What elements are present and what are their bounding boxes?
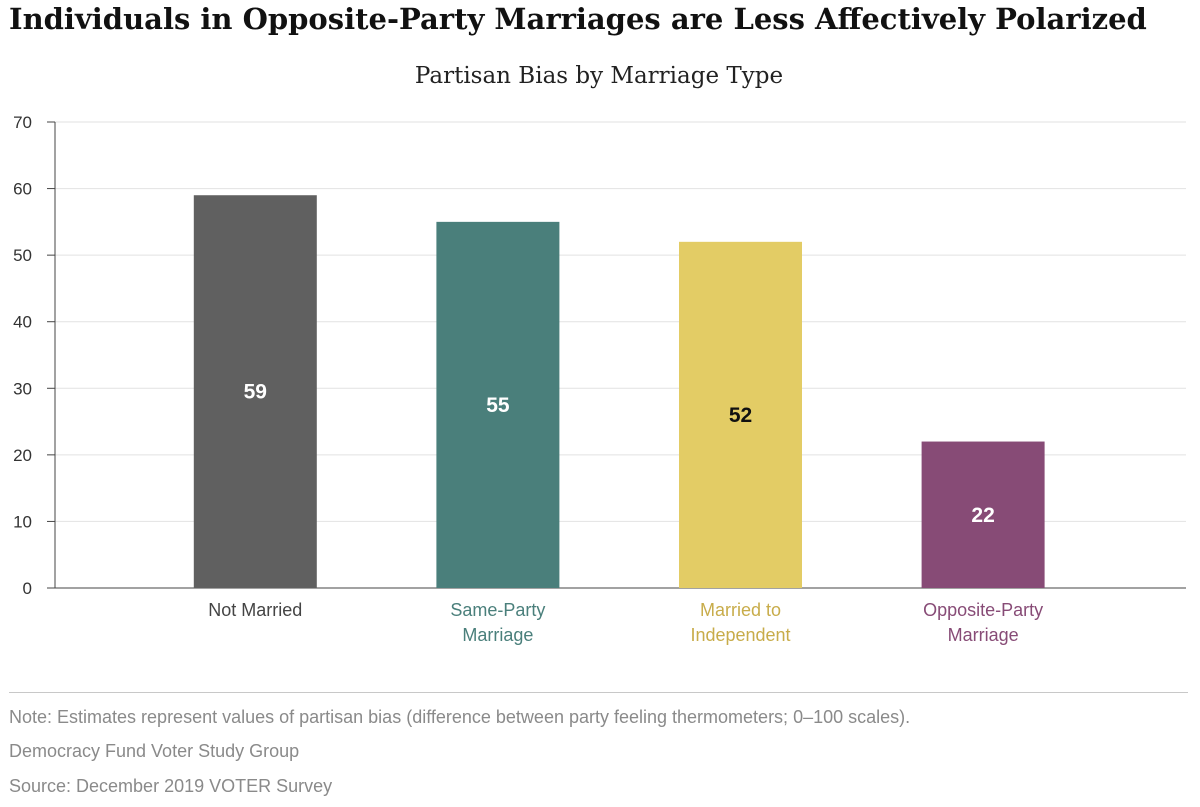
- bar-value-label: 22: [971, 504, 994, 527]
- y-tick-label: 20: [13, 446, 32, 465]
- category-label: Not Married: [208, 600, 302, 620]
- chart-headline: Individuals in Opposite-Party Marriages …: [9, 2, 1147, 36]
- y-tick-label: 70: [13, 113, 32, 132]
- category-labels: Not Married Same-Party Marriage Married to I…: [208, 600, 1043, 645]
- category-label: Married to: [700, 600, 781, 620]
- y-tick-label: 10: [13, 512, 32, 531]
- bar: [921, 441, 1045, 588]
- footer-org: Democracy Fund Voter Study Group: [9, 741, 300, 761]
- chart-subtitle: Partisan Bias by Marriage Type: [415, 63, 783, 89]
- bar-value-label: 52: [729, 404, 752, 427]
- bar-value-label: 59: [244, 381, 267, 404]
- category-label: Independent: [690, 625, 790, 645]
- bar: [679, 241, 802, 589]
- footer-divider: [9, 692, 1188, 693]
- category-label: Marriage: [462, 625, 533, 645]
- y-tick-label: 0: [23, 579, 32, 598]
- category-label: Opposite-Party: [923, 600, 1043, 620]
- bar-chart: Partisan Bias by Marriage Type 0 10 20 30 40…: [13, 63, 1186, 645]
- y-tick-label: 50: [13, 246, 32, 265]
- category-label: Same-Party: [450, 600, 545, 620]
- y-tick-label: 60: [13, 180, 32, 199]
- y-tick-label: 30: [13, 379, 32, 398]
- y-axis: 0 10 20 30 40 50 60 70: [13, 113, 1186, 598]
- footer-note: Note: Estimates represent values of part…: [9, 707, 911, 727]
- bars: 59 55 52 22: [193, 195, 1045, 589]
- bar-value-label: 55: [486, 394, 510, 417]
- y-tick-label: 40: [13, 313, 32, 332]
- bar: [436, 221, 560, 588]
- category-label: Marriage: [948, 625, 1019, 645]
- bar: [193, 195, 317, 588]
- footer-source: Source: December 2019 VOTER Survey: [9, 776, 333, 796]
